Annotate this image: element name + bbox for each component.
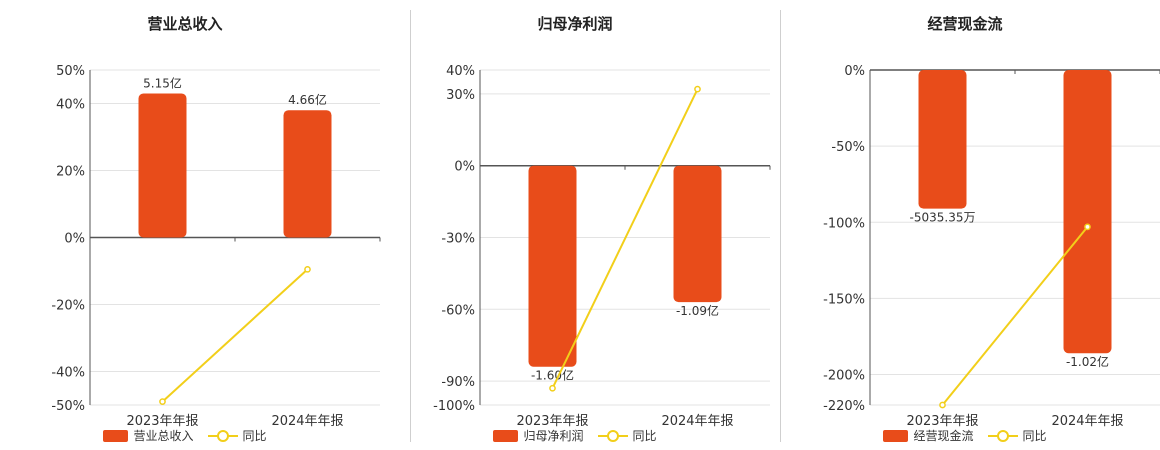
y-tick-label: -30% [441,232,475,247]
y-tick-label: 0% [454,160,475,175]
y-tick-label: -40% [51,366,85,381]
x-tick-label: 2023年年报 [126,414,198,429]
legend[interactable]: 营业总收入 同比 [0,427,370,444]
y-tick-label: 40% [56,98,85,113]
bar [673,165,722,303]
chart-title: 经营现金流 [927,15,1003,33]
y-tick-label: -100% [433,399,475,414]
divider [410,10,411,442]
legend-line-label: 同比 [1022,429,1047,443]
y-tick-label: 50% [56,64,85,79]
legend-bar-label: 归母净利润 [523,429,584,443]
legend-line-label: 同比 [632,429,657,443]
chart-title: 归母净利润 [537,15,613,33]
bar [1063,70,1112,354]
legend-bar-swatch [883,429,909,442]
y-tick-label: 30% [446,88,475,103]
y-tick-label: -200% [823,369,865,384]
yoy-point [939,401,946,409]
yoy-line [551,88,699,389]
chart-panel-revenue: 营业总收入 50% 40% 20% 0% -20% -40% -50% 5.15亿 4.66亿 2… [0,0,381,450]
bar-value-label: -1.60亿 [531,368,574,383]
y-tick-label: -50% [51,399,85,414]
legend-bar-swatch [103,429,129,442]
legend-line-swatch [987,429,1018,442]
legend-bar-label: 营业总收入 [133,429,194,443]
x-tick-label: 2024年年报 [1051,414,1123,429]
bar [918,70,967,209]
chart-panel-cash-flow: 经营现金流 0% -50% -100% -150% -200% -220% -5035.35… [780,0,1160,450]
yoy-point [694,85,701,93]
chart-svg: 0% -50% -100% -150% -200% -220% -5035.35万 -1.02… [823,64,1160,429]
y-tick-label: -150% [823,292,865,307]
legend-line-swatch [207,429,238,442]
chart-svg: 50% 40% 20% 0% -20% -40% -50% 5.15亿 4.66亿 2023年年报… [51,64,381,429]
bar [138,93,187,238]
legend-line-swatch [597,429,628,442]
bar [528,165,577,367]
x-tick-label: 2023年年报 [516,414,588,429]
yoy-point [549,384,556,392]
x-tick-label: 2024年年报 [661,414,733,429]
y-tick-label: 0% [844,64,865,79]
x-tick-label: 2024年年报 [271,414,343,429]
y-tick-label: 40% [446,64,475,79]
legend[interactable]: 归母净利润 同比 [390,427,760,444]
y-tick-label: -60% [441,303,475,318]
legend[interactable]: 经营现金流 同比 [780,427,1150,444]
y-tick-label: -220% [823,399,865,414]
yoy-point [1084,223,1091,231]
bar-value-label: 5.15亿 [143,75,182,90]
legend-bar-label: 经营现金流 [913,429,974,443]
bar [283,110,332,238]
bar-value-label: 4.66亿 [288,92,327,107]
bar-value-label: -1.02亿 [1066,354,1109,369]
yoy-line [941,226,1089,406]
y-tick-label: -100% [823,216,865,231]
divider [780,10,781,442]
chart-svg: 40% 30% 0% -30% -60% -90% -100% -1.60亿 -1.09亿 202… [433,64,771,429]
chart-panel-net-profit: 归母净利润 40% 30% 0% -30% -60% -90% -100% -1.60亿 -1.… [390,0,771,450]
yoy-point [304,265,311,273]
bar-value-label: -1.09亿 [676,303,719,318]
legend-bar-swatch [493,429,519,442]
y-tick-label: -20% [51,299,85,314]
chart-title: 营业总收入 [147,15,223,33]
x-tick-label: 2023年年报 [906,414,978,429]
y-tick-label: -50% [831,140,865,155]
yoy-line [161,268,309,403]
yoy-point [159,398,166,405]
y-tick-label: -90% [441,375,475,390]
legend-line-label: 同比 [242,429,267,443]
y-tick-label: 20% [56,165,85,180]
bar-value-label: -5035.35万 [910,211,976,225]
y-tick-label: 0% [64,232,85,247]
